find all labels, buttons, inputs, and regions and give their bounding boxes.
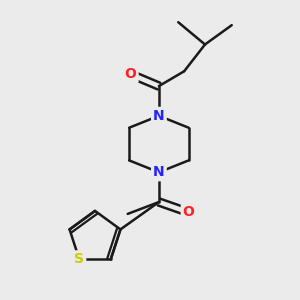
Text: N: N	[153, 165, 165, 179]
Text: N: N	[153, 109, 165, 123]
Text: S: S	[74, 252, 84, 266]
Text: O: O	[183, 206, 195, 219]
Text: O: O	[125, 67, 136, 81]
